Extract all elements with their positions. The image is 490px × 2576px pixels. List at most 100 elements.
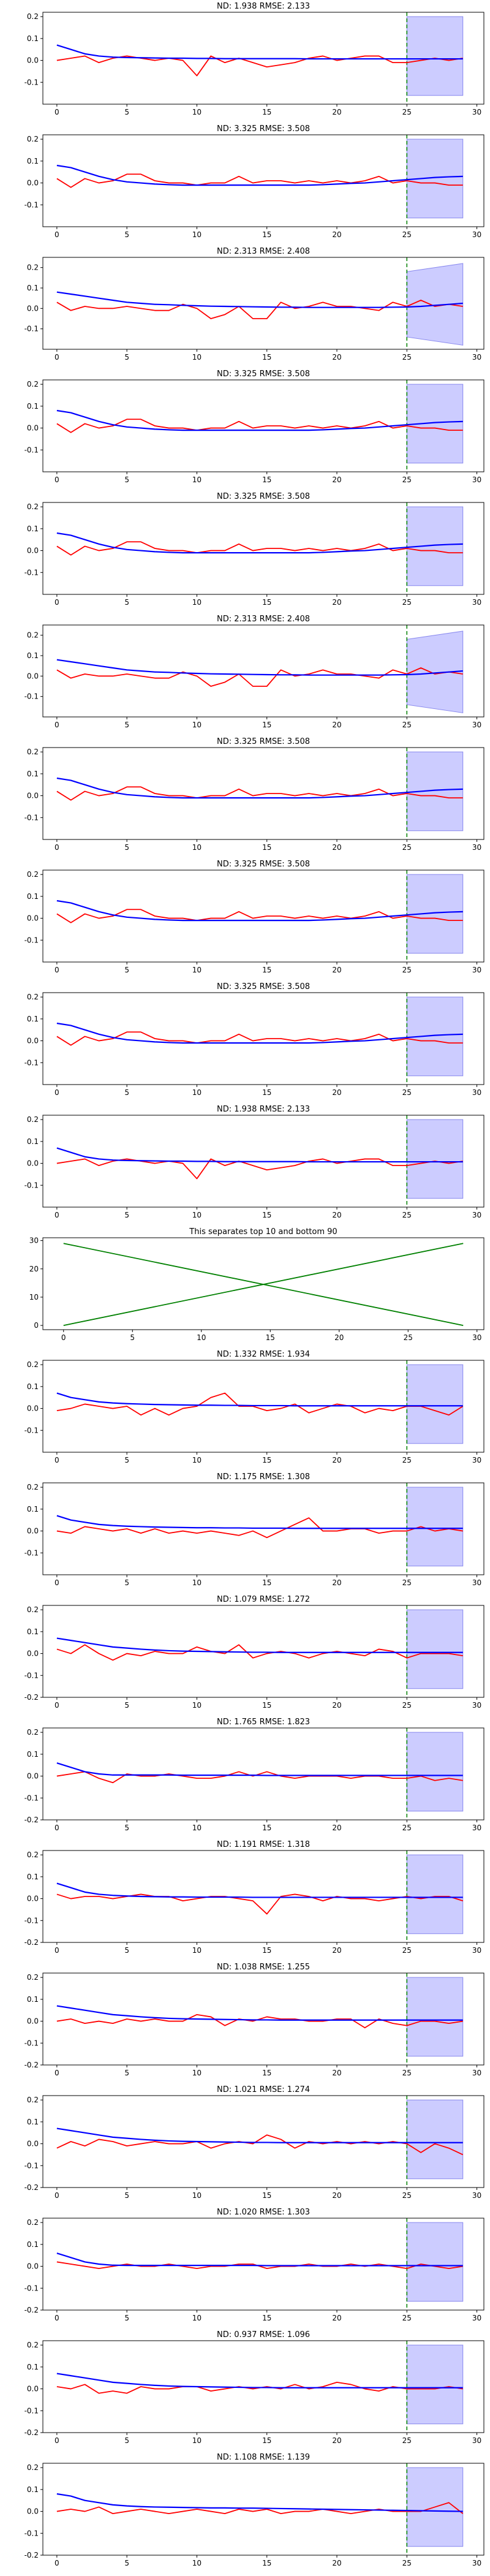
actual-series-line [56, 173, 463, 188]
y-tick-label: 0.0 [27, 547, 39, 555]
y-tick-label: 0.2 [27, 993, 39, 1001]
actual-series-line [56, 909, 463, 923]
x-tick-label: 30 [472, 966, 481, 974]
x-tick-label: 30 [472, 721, 481, 729]
x-tick-label: 10 [192, 108, 202, 116]
x-tick-label: 0 [55, 1824, 59, 1832]
x-tick-label: 25 [402, 2436, 412, 2445]
axes-frame [42, 624, 484, 718]
x-tick-label: 25 [404, 1333, 413, 1342]
y-tick-label: 0.2 [27, 870, 39, 879]
x-tick-label: 15 [266, 1333, 275, 1342]
subplot-title: ND: 2.313 RMSE: 2.408 [217, 247, 310, 256]
x-tick-label: 10 [192, 230, 202, 239]
x-tick-label: 10 [192, 1578, 202, 1587]
y-tick-label: 20 [29, 1265, 39, 1273]
x-tick-label: 25 [402, 1824, 412, 1832]
x-tick-label: 30 [472, 230, 481, 239]
forecast-series-line [56, 1147, 463, 1163]
subplot-6: ND: 3.325 RMSE: 3.508 -0.1 0.0 0.1 0.2 0 5 10 15… [24, 737, 484, 852]
subplot-title: ND: 3.325 RMSE: 3.508 [217, 369, 310, 379]
subplot-title: ND: 1.191 RMSE: 1.318 [217, 1840, 310, 1849]
subplot-19: ND: 0.937 RMSE: 1.096 -0.2 -0.1 0.0 0.1 0.2 0 5… [24, 2330, 484, 2445]
y-tick-label: -0.1 [24, 1671, 39, 1680]
prediction-band [406, 2099, 464, 2180]
x-tick-label: 0 [55, 2314, 59, 2322]
x-tick-label: 20 [332, 598, 341, 607]
y-tick-label: -0.1 [24, 1181, 39, 1189]
x-tick-label: 10 [192, 966, 202, 974]
x-tick-label: 5 [124, 598, 129, 607]
subplot-title: ND: 0.937 RMSE: 1.096 [217, 2330, 310, 2339]
x-tick-label: 15 [262, 966, 271, 974]
forecast-series-line [56, 1882, 463, 1898]
x-tick-label: 10 [192, 1456, 202, 1464]
axes-frame [42, 2095, 484, 2188]
y-tick-label: 0.1 [27, 34, 39, 43]
x-tick-label: 15 [262, 2069, 271, 2077]
y-tick-label: 0.2 [27, 1728, 39, 1737]
y-tick-label: 0.1 [27, 2240, 39, 2249]
y-tick-label: 30 [29, 1237, 39, 1245]
y-tick-label: 0.1 [27, 651, 39, 660]
x-tick-label: 0 [55, 2436, 59, 2445]
subplot-title: ND: 3.325 RMSE: 3.508 [217, 737, 310, 746]
x-tick-label: 0 [55, 2559, 59, 2567]
x-tick-label: 10 [192, 1088, 202, 1097]
actual-series-line [56, 1031, 463, 1046]
x-tick-label: 0 [55, 475, 59, 484]
x-tick-label: 0 [55, 2069, 59, 2077]
x-tick-label: 10 [192, 1946, 202, 1955]
subplot-title: ND: 1.021 RMSE: 1.274 [217, 2085, 310, 2094]
x-tick-label: 30 [472, 2436, 481, 2445]
axes-frame [42, 379, 484, 472]
forecast-series-line [56, 2493, 463, 2512]
y-tick-label: 0.1 [27, 1137, 39, 1146]
x-tick-label: 25 [402, 2314, 412, 2322]
x-tick-label: 10 [192, 475, 202, 484]
y-tick-label: -0.1 [24, 200, 39, 209]
x-tick-label: 20 [332, 1456, 341, 1464]
y-tick-label: 0.1 [27, 1995, 39, 2004]
x-tick-label: 20 [332, 2436, 341, 2445]
y-tick-label: 0.2 [27, 380, 39, 388]
x-tick-label: 0 [61, 1333, 66, 1342]
x-tick-label: 0 [55, 721, 59, 729]
y-tick-label: -0.2 [24, 2551, 39, 2559]
x-tick-label: 25 [402, 108, 412, 116]
subplot-title: ND: 1.079 RMSE: 1.272 [217, 1595, 310, 1604]
forecast-series-line [56, 164, 463, 186]
axes-frame [42, 2463, 484, 2556]
subplot-title: ND: 1.765 RMSE: 1.823 [217, 1718, 310, 1727]
y-tick-label: 0.2 [27, 1851, 39, 1859]
x-tick-label: 15 [262, 230, 271, 239]
forecast-series-line [56, 659, 463, 676]
subplot-11: ND: 1.332 RMSE: 1.934 -0.1 0.0 0.1 0.2 0 5 10 15… [24, 1350, 484, 1464]
forecast-series-line [56, 1762, 463, 1776]
x-tick-label: 25 [402, 598, 412, 607]
x-tick-label: 15 [262, 1578, 271, 1587]
forecast-series-line [56, 2252, 463, 2267]
axes-frame [42, 257, 484, 350]
axes-frame [42, 1115, 484, 1208]
x-tick-label: 25 [402, 2559, 412, 2567]
x-tick-label: 5 [124, 2314, 129, 2322]
x-tick-label: 30 [472, 1701, 481, 1710]
x-tick-label: 25 [402, 2191, 412, 2200]
x-tick-label: 10 [192, 353, 202, 362]
x-tick-label: 15 [262, 108, 271, 116]
x-tick-label: 25 [402, 966, 412, 974]
x-tick-label: 5 [124, 1211, 129, 1219]
x-tick-label: 5 [124, 1946, 129, 1955]
x-tick-label: 5 [124, 2069, 129, 2077]
y-tick-label: 0.0 [27, 1650, 39, 1658]
y-tick-label: -0.2 [24, 1816, 39, 1824]
subplot-0: ND: 1.938 RMSE: 2.133 -0.1 0.0 0.1 0.2 0 5 10 15… [24, 2, 484, 116]
y-tick-label: -0.2 [24, 2306, 39, 2314]
x-tick-label: 10 [192, 598, 202, 607]
y-tick-label: 0.2 [27, 502, 39, 511]
forecast-series-line [56, 2005, 463, 2021]
x-tick-label: 20 [332, 1088, 341, 1097]
subplot-title: ND: 1.020 RMSE: 1.303 [217, 2208, 310, 2217]
actual-series-line [56, 786, 463, 801]
